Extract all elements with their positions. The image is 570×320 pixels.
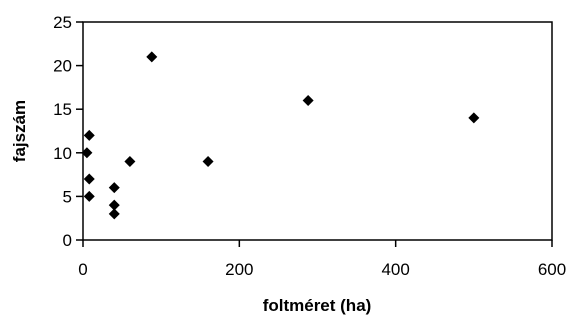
x-tick-label: 0 — [78, 260, 87, 279]
y-axis-tick-labels: 0 5 10 15 20 25 — [53, 13, 72, 250]
data-point-diamond — [202, 156, 214, 168]
y-tick-label: 25 — [53, 13, 72, 32]
data-point-diamond — [83, 129, 95, 141]
data-point-diamond — [108, 199, 120, 211]
data-points — [81, 51, 480, 220]
data-point-diamond — [468, 112, 480, 124]
y-tick-label: 20 — [53, 57, 72, 76]
data-point-diamond — [81, 147, 93, 159]
y-axis-title: fajszám — [10, 100, 29, 162]
y-tick-label: 15 — [53, 100, 72, 119]
y-tick-label: 5 — [63, 187, 72, 206]
data-point-diamond — [108, 182, 120, 194]
x-tick-label: 400 — [381, 260, 409, 279]
x-axis-ticks — [82, 240, 553, 247]
data-point-diamond — [146, 51, 158, 63]
data-point-diamond — [83, 173, 95, 185]
data-point-diamond — [83, 190, 95, 202]
x-tick-label: 600 — [538, 260, 566, 279]
plot-area — [82, 21, 553, 241]
data-point-diamond — [302, 94, 314, 106]
y-tick-label: 0 — [63, 231, 72, 250]
x-tick-label: 200 — [225, 260, 253, 279]
data-point-diamond — [108, 208, 120, 220]
x-axis-title: foltméret (ha) — [263, 296, 372, 315]
x-axis-tick-labels: 0 200 400 600 — [78, 260, 566, 279]
y-tick-label: 10 — [53, 144, 72, 163]
data-point-diamond — [124, 156, 136, 168]
y-axis-ticks — [76, 21, 83, 241]
